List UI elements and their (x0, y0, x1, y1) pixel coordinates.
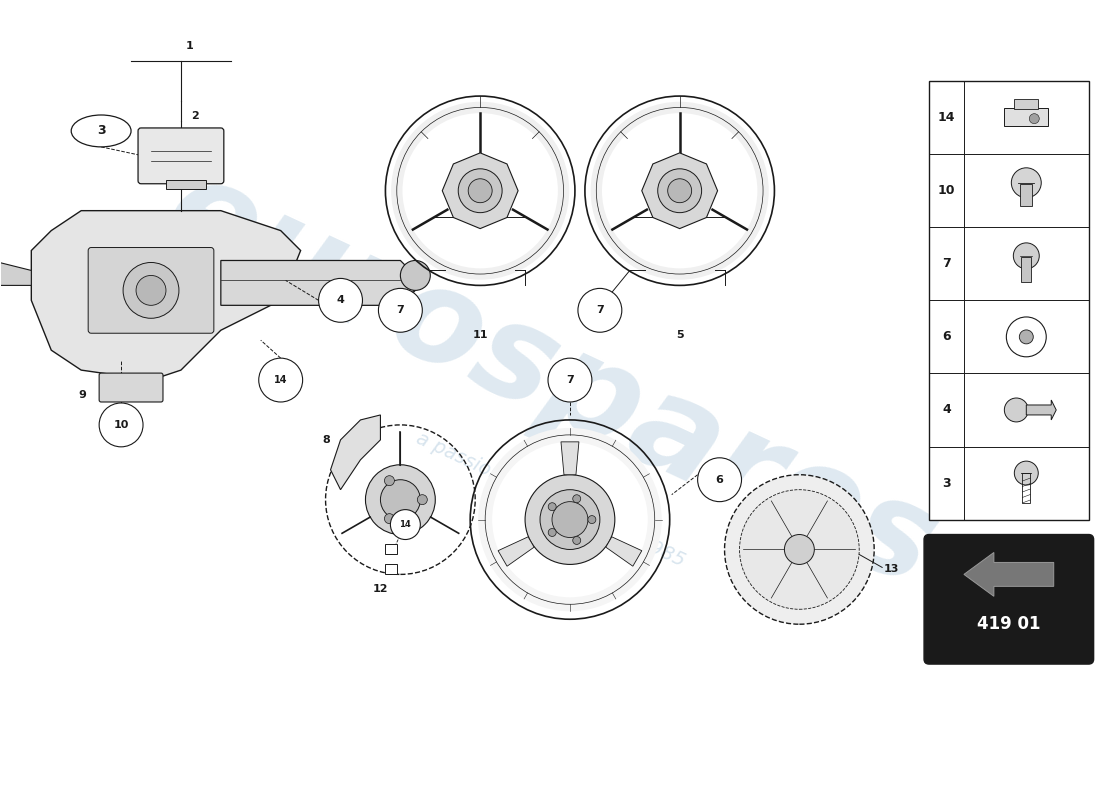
FancyBboxPatch shape (99, 373, 163, 402)
Circle shape (381, 480, 420, 519)
Bar (1014, 98, 1038, 109)
Text: eurospares: eurospares (145, 146, 955, 614)
Bar (385, 545, 397, 554)
Bar (385, 565, 397, 574)
Circle shape (578, 288, 621, 332)
Circle shape (540, 490, 600, 550)
Circle shape (739, 490, 859, 610)
Circle shape (658, 169, 702, 213)
Text: 5: 5 (675, 330, 683, 340)
Text: 6: 6 (943, 330, 950, 343)
Circle shape (384, 476, 395, 486)
Circle shape (392, 102, 570, 280)
Text: 14: 14 (937, 111, 955, 124)
Circle shape (784, 534, 814, 565)
FancyBboxPatch shape (138, 128, 223, 184)
Text: 12: 12 (373, 584, 388, 594)
Text: 14: 14 (274, 375, 287, 385)
Circle shape (697, 458, 741, 502)
Text: 1: 1 (186, 42, 194, 51)
Circle shape (548, 358, 592, 402)
Circle shape (1020, 330, 1033, 344)
Text: 3: 3 (943, 477, 950, 490)
Text: 13: 13 (884, 565, 900, 574)
Circle shape (1014, 461, 1038, 485)
Text: 4: 4 (337, 295, 344, 306)
Bar (166, 180, 206, 189)
Circle shape (384, 514, 395, 524)
Polygon shape (561, 442, 579, 474)
Circle shape (478, 428, 662, 611)
Circle shape (1006, 317, 1046, 357)
Text: 8: 8 (322, 435, 331, 445)
FancyBboxPatch shape (88, 247, 213, 334)
Circle shape (390, 510, 420, 539)
Circle shape (123, 262, 179, 318)
Circle shape (573, 537, 581, 545)
Circle shape (602, 113, 758, 268)
Text: 6: 6 (716, 474, 724, 485)
FancyBboxPatch shape (924, 534, 1093, 664)
Polygon shape (1026, 400, 1056, 420)
Circle shape (1004, 398, 1028, 422)
Circle shape (1011, 168, 1042, 198)
Text: 14: 14 (399, 520, 411, 529)
Bar (1021, 184, 1032, 206)
Bar (1022, 473, 1031, 503)
Text: 3: 3 (97, 125, 106, 138)
Text: 11: 11 (472, 330, 488, 340)
Circle shape (492, 442, 648, 598)
Polygon shape (606, 537, 641, 566)
Ellipse shape (72, 115, 131, 147)
Text: a passion for parts since 1985: a passion for parts since 1985 (412, 429, 688, 570)
Bar (1004, 108, 1048, 126)
Circle shape (552, 502, 587, 538)
Bar (1021, 257, 1032, 282)
Circle shape (417, 494, 427, 505)
Circle shape (99, 403, 143, 447)
Bar (930, 81, 1089, 519)
Polygon shape (442, 153, 518, 229)
Polygon shape (221, 261, 416, 306)
Circle shape (469, 178, 492, 202)
Polygon shape (964, 553, 1054, 596)
Circle shape (319, 278, 363, 322)
Polygon shape (0, 255, 31, 286)
Text: 7: 7 (596, 306, 604, 315)
Polygon shape (498, 537, 535, 566)
Polygon shape (31, 210, 300, 380)
Text: 419 01: 419 01 (977, 615, 1041, 634)
Circle shape (400, 261, 430, 290)
Text: 9: 9 (78, 390, 86, 400)
Circle shape (378, 288, 422, 332)
Circle shape (258, 358, 303, 402)
Text: 7: 7 (396, 306, 405, 315)
Text: 7: 7 (566, 375, 574, 385)
Circle shape (1013, 243, 1040, 269)
Circle shape (365, 465, 436, 534)
Circle shape (725, 474, 874, 624)
Circle shape (136, 275, 166, 306)
Circle shape (459, 169, 502, 213)
Text: 4: 4 (942, 403, 950, 417)
Text: 10: 10 (113, 420, 129, 430)
Circle shape (548, 529, 557, 537)
Circle shape (548, 502, 557, 510)
Text: 7: 7 (942, 258, 950, 270)
Circle shape (587, 515, 596, 523)
Text: 10: 10 (937, 184, 955, 198)
Circle shape (591, 102, 769, 280)
Circle shape (525, 474, 615, 565)
Circle shape (668, 178, 692, 202)
Circle shape (1030, 114, 1040, 124)
Circle shape (573, 494, 581, 502)
Circle shape (403, 113, 558, 268)
Text: 2: 2 (191, 111, 199, 121)
Polygon shape (641, 153, 717, 229)
Polygon shape (331, 415, 381, 490)
